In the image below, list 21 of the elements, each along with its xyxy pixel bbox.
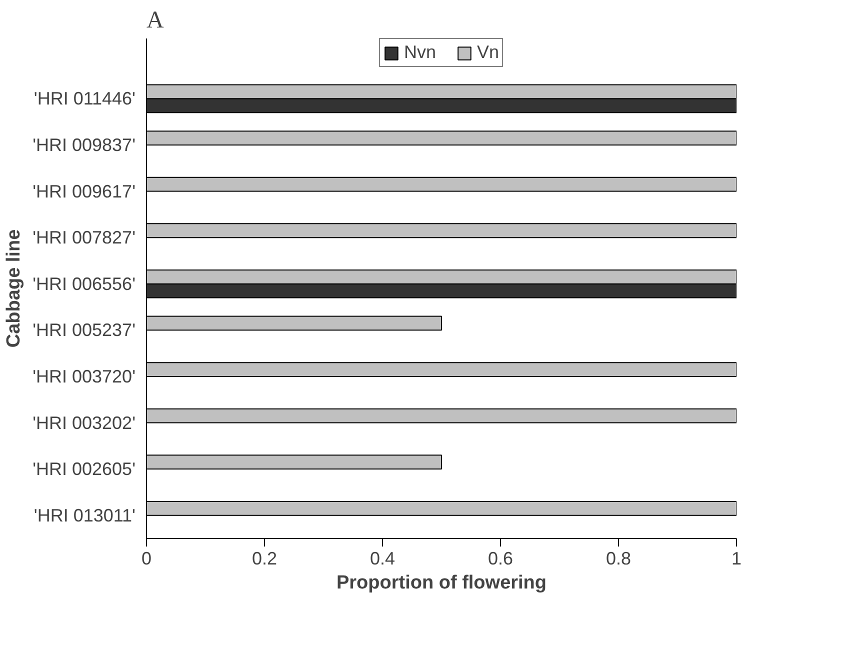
- x-axis-title: Proportion of flowering: [336, 572, 547, 594]
- legend-label: Vn: [476, 42, 500, 63]
- x-tick-label: 0: [141, 548, 152, 568]
- y-axis-title: Cabbage line: [4, 229, 25, 348]
- legend-label: Nvn: [404, 42, 436, 63]
- y-tick-label: 'HRI 011446': [34, 88, 136, 109]
- y-tick-label: 'HRI 006556': [32, 274, 136, 294]
- y-tick-label: 'HRI 009617': [32, 181, 136, 202]
- text: A: [146, 8, 164, 34]
- y-tick-label: 'HRI 005237': [32, 320, 136, 340]
- y-tick-label: 'HRI 013011': [34, 505, 136, 526]
- x-tick-label: 0.6: [488, 548, 514, 568]
- x-tick-label: 0.2: [252, 548, 278, 568]
- y-tick-label: 'HRI 003202': [32, 412, 136, 433]
- x-tick-label: 0.4: [370, 548, 396, 568]
- y-tick-label: 'HRI 007827': [32, 228, 136, 248]
- y-tick-label: 'HRI 002605': [32, 459, 136, 480]
- x-tick-label: 0.8: [606, 548, 632, 568]
- y-tick-label: 'HRI 003720': [32, 366, 136, 386]
- y-tick-label: 'HRI 009837': [32, 134, 136, 155]
- x-tick-label: 1: [731, 548, 742, 568]
